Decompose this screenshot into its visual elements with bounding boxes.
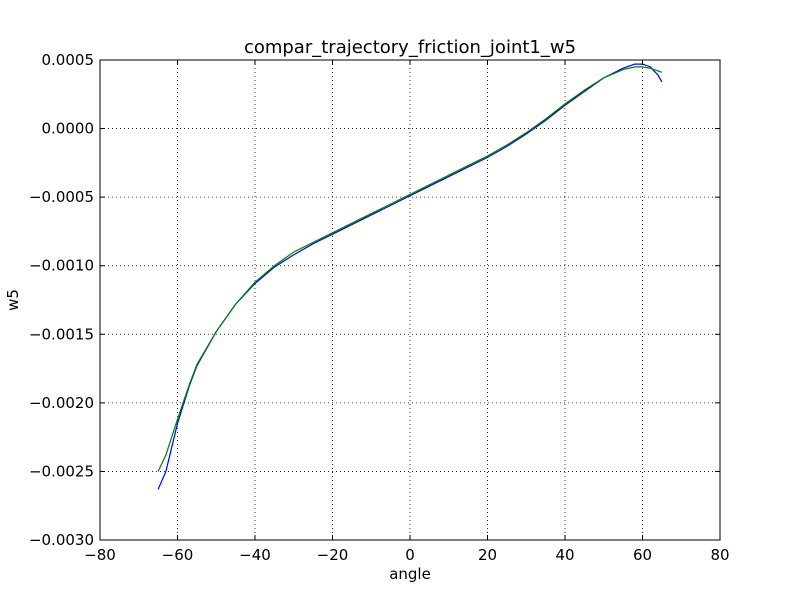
y-tick-label: −0.0010 [29, 257, 94, 275]
x-tick-label: 40 [555, 546, 574, 564]
chart-title: compar_trajectory_friction_joint1_w5 [244, 37, 576, 58]
x-tick-label: −20 [317, 546, 349, 564]
y-tick-label: −0.0020 [29, 394, 94, 412]
y-tick-labels: −0.0030 −0.0025 −0.0020 −0.0015 −0.0010 −0.00… [29, 51, 94, 549]
y-tick-label: −0.0015 [29, 325, 94, 343]
y-tick-label: 0.0005 [42, 51, 95, 69]
y-tick-label: 0.0000 [42, 120, 95, 138]
series-group [157, 63, 663, 490]
y-tick-label: −0.0025 [29, 462, 94, 480]
y-tick-label: −0.0005 [29, 188, 94, 206]
series-line-2 [157, 66, 663, 472]
x-tick-label: 80 [710, 546, 729, 564]
x-tick-label: −60 [162, 546, 194, 564]
x-tick-labels: −80 −60 −40 −20 0 20 40 60 80 [84, 546, 729, 564]
x-tick-label: 60 [633, 546, 652, 564]
x-tick-label: 20 [478, 546, 497, 564]
x-axis-label: angle [389, 565, 431, 583]
ticks [99, 59, 721, 541]
x-tick-label: 0 [405, 546, 415, 564]
x-tick-label: −80 [84, 546, 116, 564]
grid [100, 60, 720, 540]
y-tick-label: −0.0030 [29, 531, 94, 549]
x-tick-label: −40 [239, 546, 271, 564]
y-axis-label: w5 [4, 289, 22, 311]
